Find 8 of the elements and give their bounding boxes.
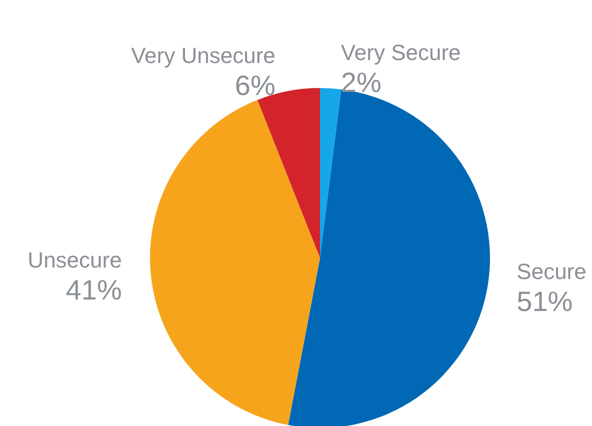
data-label: 2% [340,66,382,98]
slice-label: Very Secure [340,40,461,65]
slice-label: Very Unsecure [131,42,276,68]
slice-label: Unsecure [28,247,122,272]
data-label: 6% [234,70,276,101]
slice-label: Secure [516,259,586,284]
data-label: 41% [66,274,122,306]
data-label: 51% [516,286,573,318]
